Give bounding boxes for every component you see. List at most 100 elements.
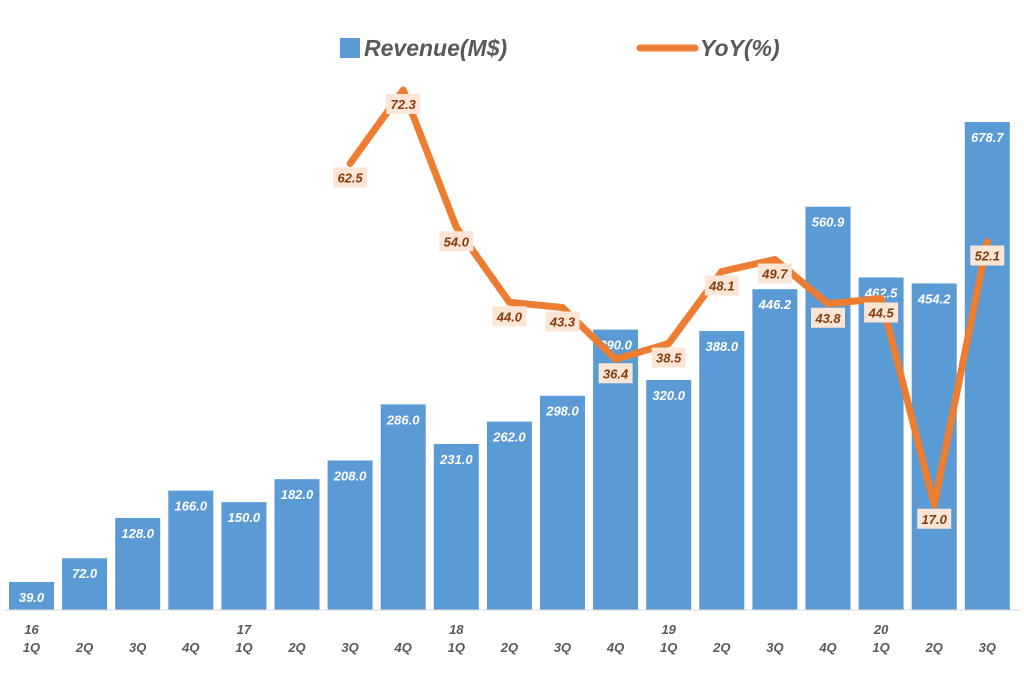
x-tick-quarter: 2Q [500, 640, 518, 655]
revenue-data-label: 320.0 [652, 388, 685, 403]
x-tick-quarter: 1Q [23, 640, 40, 655]
revenue-bar [964, 122, 1010, 610]
yoy-label-text: 43.3 [549, 315, 576, 330]
x-tick-quarter: 1Q [872, 640, 889, 655]
yoy-data-label: 72.3 [386, 94, 421, 114]
yoy-data-label: 43.3 [545, 311, 580, 332]
yoy-label-bg [757, 263, 792, 284]
yoy-data-label: 17.0 [917, 508, 952, 529]
x-tick-year: 17 [237, 622, 252, 637]
x-tick-quarter: 1Q [660, 640, 677, 655]
legend-swatch-revenue [340, 38, 360, 58]
legend-label-revenue: Revenue(M$) [364, 35, 507, 61]
yoy-label-text: 44.5 [867, 306, 894, 321]
yoy-label-bg [386, 94, 421, 114]
revenue-data-label: 182.0 [281, 487, 314, 502]
revenue-data-label: 286.0 [386, 412, 420, 427]
x-tick-quarter: 1Q [448, 640, 465, 655]
legend: Revenue(M$) YoY(%) [340, 35, 780, 61]
yoy-data-label: 44.5 [864, 302, 899, 323]
yoy-label-text: 17.0 [922, 512, 948, 527]
yoy-label-text: 43.8 [814, 311, 841, 326]
revenue-bar [168, 490, 214, 610]
yoy-label-text: 49.7 [761, 267, 788, 282]
yoy-data-label: 43.8 [811, 307, 845, 328]
yoy-label-bg [439, 231, 474, 252]
yoy-label-bg [651, 347, 686, 368]
yoy-label-text: 52.1 [975, 249, 1000, 264]
revenue-bar [486, 421, 532, 610]
revenue-data-label: 454.2 [917, 291, 951, 306]
revenue-data-label: 128.0 [121, 526, 154, 541]
x-tick-year: 19 [661, 622, 676, 637]
yoy-data-label: 54.0 [439, 231, 474, 252]
yoy-label-text: 72.3 [391, 97, 417, 112]
yoy-data-label: 62.5 [333, 167, 368, 188]
x-tick-quarter: 4Q [181, 640, 199, 655]
x-tick-quarter: 2Q [712, 640, 730, 655]
x-tick-quarter: 2Q [925, 640, 943, 655]
yoy-data-label: 48.1 [704, 275, 739, 296]
x-tick-quarter: 4Q [606, 640, 624, 655]
yoy-label-text: 48.1 [708, 279, 734, 294]
revenue-data-label: 388.0 [706, 339, 739, 354]
x-tick-quarter: 3Q [129, 640, 146, 655]
yoy-label-bg [704, 275, 739, 296]
revenue-data-label: 560.9 [812, 215, 845, 230]
yoy-label-text: 44.0 [496, 309, 523, 324]
legend-label-yoy: YoY(%) [700, 35, 780, 61]
x-tick-quarter: 3Q [979, 640, 996, 655]
x-tick-quarter: 2Q [287, 640, 305, 655]
revenue-bar [62, 558, 108, 610]
revenue-bar [858, 277, 904, 610]
yoy-label-text: 36.4 [603, 366, 629, 381]
yoy-label-bg [811, 307, 845, 328]
yoy-label-bg [333, 167, 368, 188]
revenue-bar [9, 581, 54, 610]
x-tick-quarter: 4Q [818, 640, 836, 655]
x-tick-quarter: 3Q [341, 640, 358, 655]
x-tick-year: 20 [873, 622, 889, 637]
revenue-bar [380, 404, 426, 610]
revenue-bar [540, 395, 585, 610]
x-tick-quarter: 4Q [394, 640, 412, 655]
yoy-label-bg [598, 363, 633, 384]
revenue-bar [274, 479, 320, 610]
revenue-data-label: 39.0 [19, 590, 45, 605]
revenue-bar [699, 331, 745, 610]
yoy-data-label: 44.0 [492, 306, 527, 327]
yoy-label-bg [492, 306, 527, 327]
revenue-bar [115, 517, 161, 610]
yoy-label-bg [864, 302, 899, 323]
revenue-data-label: 231.0 [439, 452, 473, 467]
yoy-label-bg [917, 508, 952, 529]
x-tick-year: 16 [24, 622, 39, 637]
yoy-label-text: 54.0 [444, 234, 470, 249]
revenue-bar [221, 502, 267, 610]
yoy-data-label: 52.1 [970, 245, 1005, 266]
yoy-label-text: 62.5 [337, 171, 363, 186]
revenue-bar [433, 443, 479, 610]
revenue-data-label: 446.2 [758, 297, 792, 312]
revenue-data-label: 166.0 [175, 499, 208, 514]
yoy-data-label: 49.7 [757, 263, 792, 284]
yoy-data-label: 36.4 [598, 363, 633, 384]
revenue-data-label: 678.7 [971, 130, 1004, 145]
revenue-bar [327, 460, 373, 610]
yoy-line [346, 86, 991, 509]
revenue-data-label: 262.0 [492, 430, 526, 445]
yoy-label-bg [545, 311, 580, 332]
x-tick-quarter: 1Q [235, 640, 252, 655]
yoy-data-label: 38.5 [651, 347, 686, 368]
x-tick-quarter: 2Q [75, 640, 93, 655]
revenue-data-label: 298.0 [545, 404, 579, 419]
yoy-label-bg [970, 245, 1005, 266]
revenue-data-label: 72.0 [72, 566, 98, 581]
x-tick-quarter: 3Q [766, 640, 783, 655]
revenue-bar [752, 289, 798, 610]
revenue-data-label: 150.0 [228, 510, 261, 525]
revenue-bar [805, 206, 851, 611]
yoy-label-text: 38.5 [656, 351, 682, 366]
x-tick-quarter: 3Q [554, 640, 571, 655]
